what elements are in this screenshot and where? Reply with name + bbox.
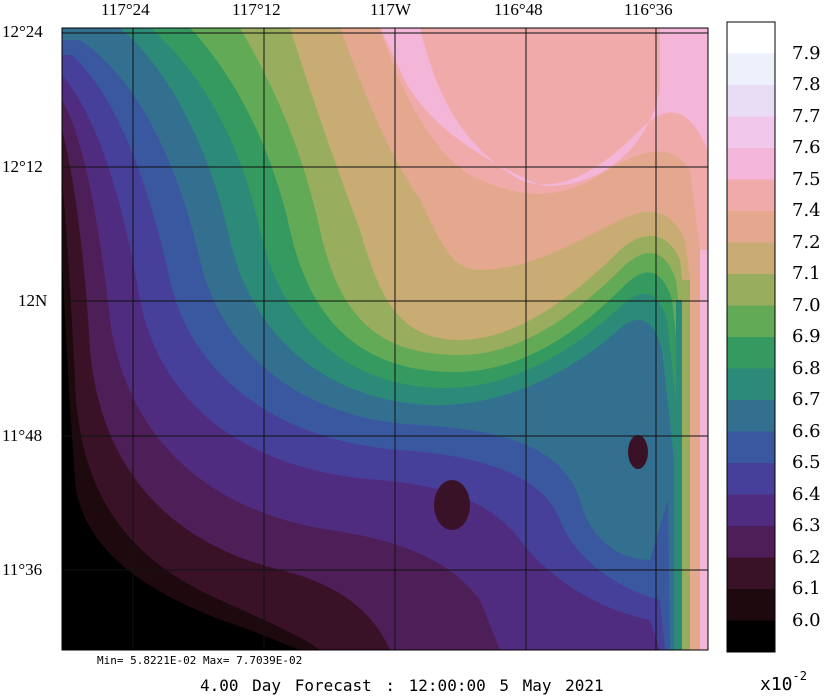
y-tick-label: 12°12 xyxy=(2,157,43,176)
colorbar-swatch xyxy=(727,526,775,558)
colorbar-level-label: 7.0 xyxy=(792,294,821,316)
colorbar-level-label: 6.7 xyxy=(792,389,821,410)
colorbar-swatch xyxy=(727,179,775,212)
forecast-caption: 4.00 Day Forecast : 12:00:00 5 May 2021 xyxy=(200,676,604,695)
colorbar-swatch xyxy=(727,368,775,401)
colorbar-swatch xyxy=(727,557,775,590)
x-tick-label: 117W xyxy=(370,0,411,19)
colorbar-swatch xyxy=(727,431,775,464)
colorbar-swatch xyxy=(727,274,775,306)
colorbar-swatch xyxy=(727,148,775,180)
colorbar-level-label: 6.8 xyxy=(792,357,821,379)
colorbar-level-label: 7.5 xyxy=(792,168,821,190)
colorbar-swatch xyxy=(727,337,775,369)
colorbar-level-label: 7.8 xyxy=(792,74,821,95)
x-tick-label: 116°48 xyxy=(494,0,543,19)
colorbar-level-label: 6.9 xyxy=(792,326,821,347)
colorbar-level-label: 6.1 xyxy=(792,578,821,599)
x-tick-label: 117°24 xyxy=(101,0,150,19)
colorbar-swatch xyxy=(727,116,775,149)
colorbar-swatch xyxy=(727,589,775,621)
colorbar-level-label: 7.4 xyxy=(792,200,821,221)
y-tick-label: 12°24 xyxy=(2,22,43,41)
y-tick-label: 11°48 xyxy=(2,426,43,445)
colorbar-swatch xyxy=(727,400,775,432)
colorbar-level-label: 7.2 xyxy=(792,231,821,253)
colorbar-scale: x10-2 xyxy=(760,669,807,695)
colorbar-swatch xyxy=(727,85,775,117)
colorbar-level-label: 6.0 xyxy=(792,609,821,631)
x-tick-label: 116°36 xyxy=(624,0,673,19)
colorbar-swatch xyxy=(727,620,775,653)
contour-fill xyxy=(62,28,708,650)
colorbar-level-label: 6.2 xyxy=(792,546,821,568)
colorbar-level-label: 7.1 xyxy=(792,263,821,284)
colorbar-level-label: 6.6 xyxy=(792,420,821,442)
colorbar-frame xyxy=(726,21,776,653)
colorbar-swatch xyxy=(727,22,775,54)
colorbar-swatch xyxy=(727,305,775,338)
y-tick-label: 11°36 xyxy=(2,560,43,579)
colorbar-swatch xyxy=(727,242,775,275)
graticule xyxy=(62,28,708,650)
colorbar xyxy=(726,21,776,653)
colorbar-level-label: 7.7 xyxy=(792,105,821,127)
colorbar-level-label: 7.9 xyxy=(792,42,821,64)
colorbar-level-label: 6.5 xyxy=(792,452,821,473)
y-tick-label: 12N xyxy=(18,291,48,310)
colorbar-level-label: 7.6 xyxy=(792,137,821,158)
colorbar-level-label: 6.3 xyxy=(792,515,821,536)
colorbar-swatch xyxy=(727,463,775,495)
x-tick-label: 117°12 xyxy=(232,0,281,19)
colorbar-swatch xyxy=(727,53,775,86)
plot-frame xyxy=(61,27,709,651)
min-max-stats: Min= 5.8221E-02 Max= 7.7039E-02 xyxy=(97,654,303,667)
colorbar-swatch xyxy=(727,211,775,243)
colorbar-swatch xyxy=(727,494,775,527)
colorbar-level-label: 6.4 xyxy=(792,483,821,505)
